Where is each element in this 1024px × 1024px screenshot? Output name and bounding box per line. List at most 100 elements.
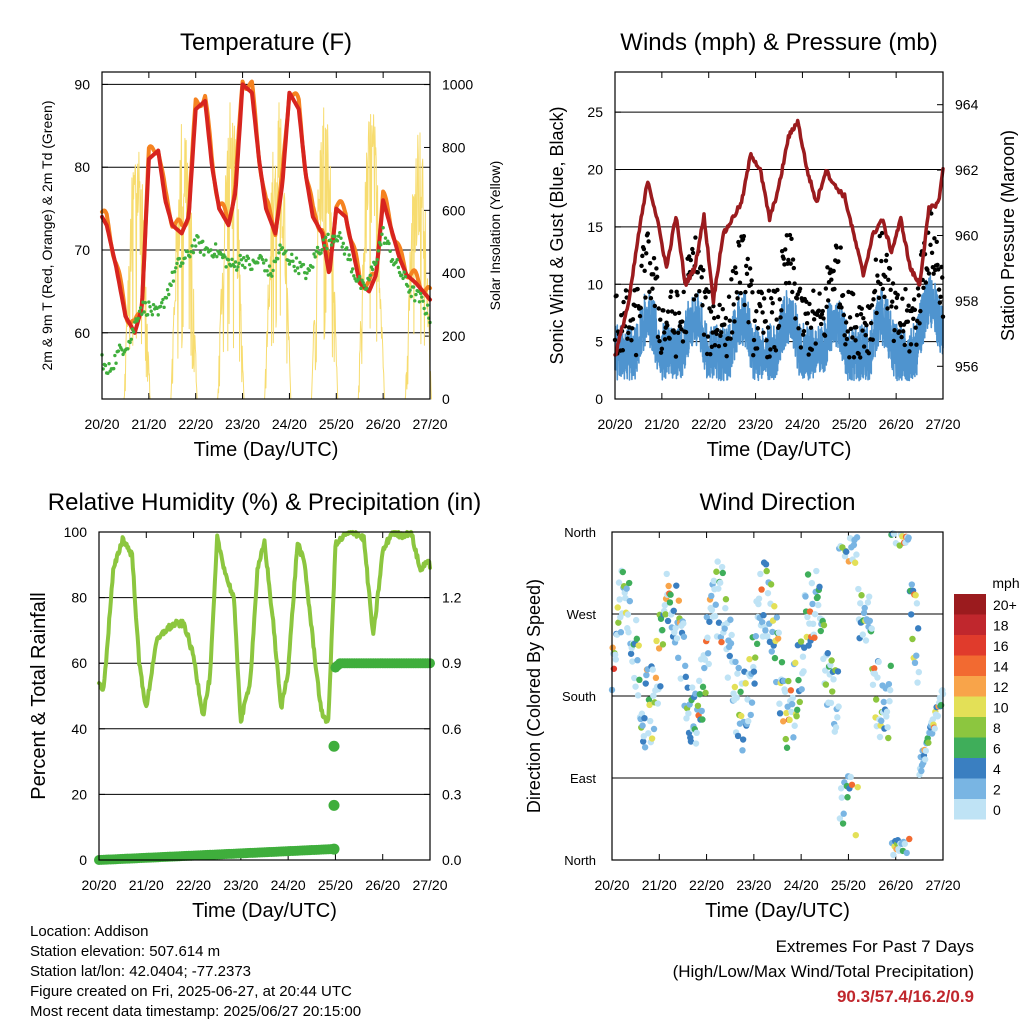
direction-point (829, 688, 836, 695)
gust-point (916, 293, 921, 298)
gust-point (798, 345, 804, 350)
dewpoint-point (238, 253, 242, 258)
direction-point (914, 625, 922, 632)
gust-point (921, 285, 926, 290)
dewpoint-point (397, 270, 402, 275)
direction-point (662, 611, 669, 618)
gust-point (805, 311, 811, 316)
direction-point (615, 579, 623, 586)
gust-point (734, 290, 740, 295)
direction-point (883, 708, 891, 715)
pressure-line (613, 118, 945, 357)
y2-tick-label: 956 (955, 358, 979, 374)
x-axis-label: Time (Day/UTC) (192, 900, 337, 922)
dewpoint-point (301, 262, 306, 267)
gust-point (697, 288, 702, 294)
direction-point (673, 635, 681, 642)
gust-point (890, 281, 896, 286)
gust-point (765, 325, 771, 330)
direction-point (838, 794, 845, 801)
dewpoint-point (260, 257, 265, 262)
legend-label: 2 (993, 782, 1001, 798)
gust-point (736, 243, 742, 248)
gust-point (786, 257, 791, 263)
gust-point (729, 277, 734, 282)
gust-point (683, 329, 689, 335)
dewpoint-point (185, 249, 190, 254)
gust-point (720, 307, 725, 312)
direction-point (760, 612, 767, 619)
gust-point (650, 286, 655, 291)
direction-point (666, 599, 674, 606)
dewpoint-point (390, 257, 395, 262)
direction-point (680, 620, 687, 627)
elevation-text: Station elevation: 507.614 m (30, 943, 221, 960)
dewpoint-point (169, 283, 173, 288)
gust-point (856, 351, 861, 356)
direction-point (853, 551, 860, 558)
gust-point (783, 247, 788, 252)
direction-point (659, 626, 666, 634)
direction-point (722, 596, 730, 603)
direction-point (909, 635, 916, 643)
dewpoint-point (418, 291, 423, 296)
gust-point (929, 211, 934, 216)
direction-point (903, 849, 910, 857)
gust-point (675, 292, 680, 298)
gust-point (657, 338, 662, 344)
direction-point (795, 676, 802, 684)
direction-point (767, 581, 775, 588)
gust-point (851, 355, 857, 360)
gust-point (807, 301, 812, 307)
dewpoint-point (247, 262, 252, 267)
direction-point (775, 629, 782, 636)
gust-point (885, 306, 890, 311)
direction-point (921, 756, 929, 763)
legend-label: 12 (993, 679, 1009, 695)
direction-point (648, 735, 656, 742)
gust-point (654, 274, 660, 280)
gust-point (808, 325, 814, 330)
gust-point (691, 297, 697, 302)
direction-point (698, 707, 705, 715)
dewpoint-point (240, 263, 245, 268)
y-tick-label: 0 (79, 852, 87, 868)
gust-point (743, 289, 748, 295)
gust-point (788, 261, 793, 266)
direction-point (711, 612, 719, 620)
dewpoint-point (370, 267, 375, 272)
gust-point (737, 280, 743, 285)
direction-point (625, 629, 632, 636)
dewpoint-point (420, 295, 424, 299)
gust-point (715, 327, 720, 333)
dewpoint-point (224, 265, 228, 269)
direction-point (885, 680, 893, 688)
dewpoint-point (375, 258, 379, 262)
direction-point (860, 609, 868, 617)
gust-point (890, 299, 895, 304)
direction-point (635, 642, 642, 649)
direction-point (649, 666, 656, 673)
direction-point (712, 601, 719, 608)
direction-point (702, 689, 709, 697)
gust-point (731, 302, 736, 307)
direction-point (722, 605, 729, 612)
y2-tick-label: 400 (442, 265, 466, 281)
gust-point (900, 296, 905, 301)
legend-swatch (954, 594, 986, 615)
legend-swatch (954, 778, 986, 799)
x-axis-label: Time (Day/UTC) (705, 900, 850, 922)
x-tick-label: 20/20 (597, 416, 632, 432)
direction-point (632, 683, 639, 690)
gust-point (843, 320, 849, 325)
gust-point (850, 291, 856, 297)
dewpoint-point (148, 305, 152, 309)
dewpoint-point (142, 310, 146, 314)
direction-point (843, 548, 850, 555)
x-tick-label: 26/20 (878, 877, 913, 893)
direction-point (696, 677, 703, 685)
direction-point (633, 635, 641, 643)
gust-point (843, 342, 848, 347)
gust-point (733, 265, 738, 270)
